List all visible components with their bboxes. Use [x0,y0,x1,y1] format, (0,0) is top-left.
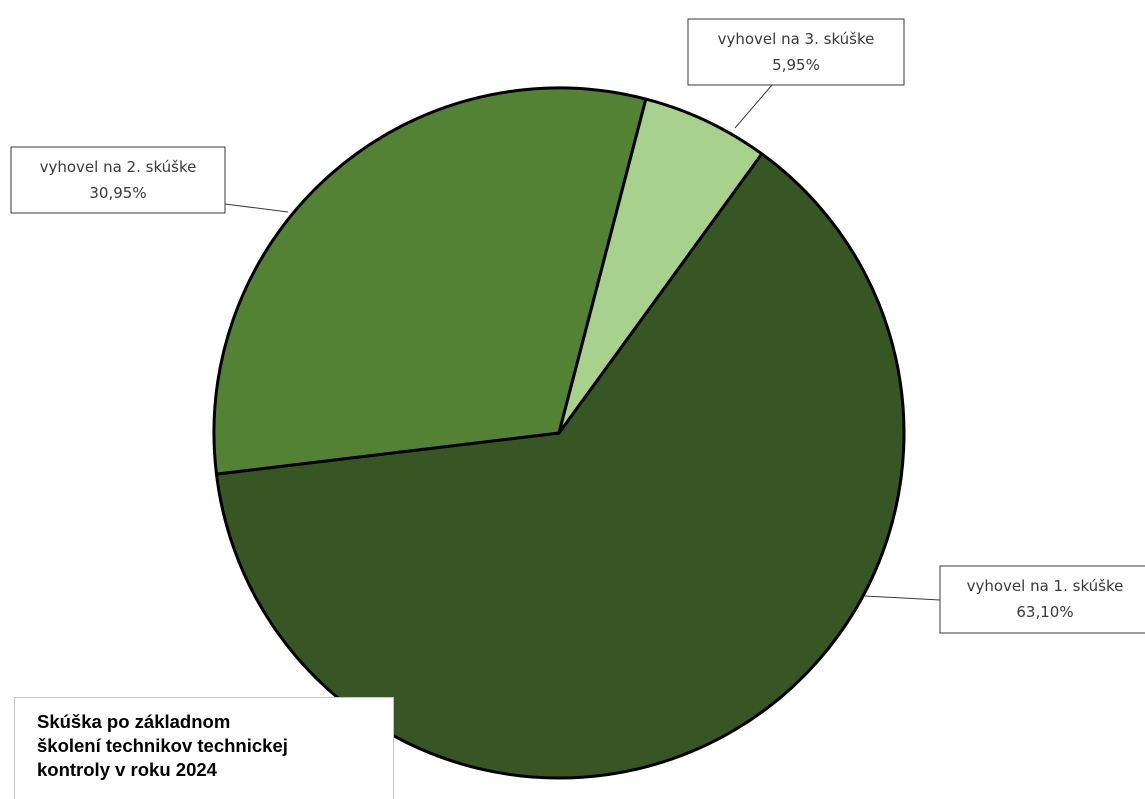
leader-line-1 [864,595,941,601]
chart-title-box: Skúška po základnom školení technikov te… [14,697,394,799]
data-label-box-3 [687,18,905,86]
leader-line-2 [224,203,289,213]
data-label-value-3: 5,95% [772,56,820,74]
data-label-category-2: vyhovel na 2. skúške [40,158,197,176]
chart-title: Skúška po základnom školení technikov te… [37,711,288,780]
leader-line-3 [734,84,773,129]
pie-slice-2 [212,86,648,476]
data-labels: vyhovel na 1. skúške 63,10% vyhovel na 2. … [10,18,1145,634]
pie-slice-1 [214,152,906,780]
data-label-value-2: 30,95% [89,184,146,202]
data-label-category-3: vyhovel na 3. skúške [718,30,875,48]
data-label-value-1: 63,10% [1016,603,1073,621]
data-label-box-1 [939,565,1145,634]
data-label-box-2 [10,146,226,214]
pie-slices [212,86,906,780]
pie-slice-3 [557,97,764,435]
label-leader-lines [224,84,941,601]
data-label-category-1: vyhovel na 1. skúške [967,577,1124,595]
